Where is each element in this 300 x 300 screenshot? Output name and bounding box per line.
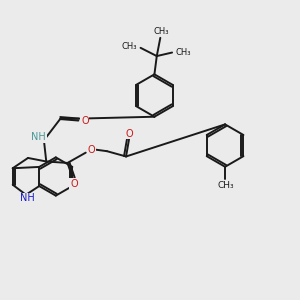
Text: NH: NH bbox=[31, 132, 46, 142]
Text: O: O bbox=[88, 145, 95, 155]
Text: O: O bbox=[81, 116, 89, 126]
Text: CH₃: CH₃ bbox=[218, 181, 234, 190]
Text: CH₃: CH₃ bbox=[122, 42, 137, 51]
Text: CH₃: CH₃ bbox=[176, 48, 191, 57]
Text: CH₃: CH₃ bbox=[153, 27, 169, 36]
Text: NH: NH bbox=[20, 193, 35, 203]
Text: O: O bbox=[126, 128, 134, 139]
Text: O: O bbox=[70, 178, 78, 189]
